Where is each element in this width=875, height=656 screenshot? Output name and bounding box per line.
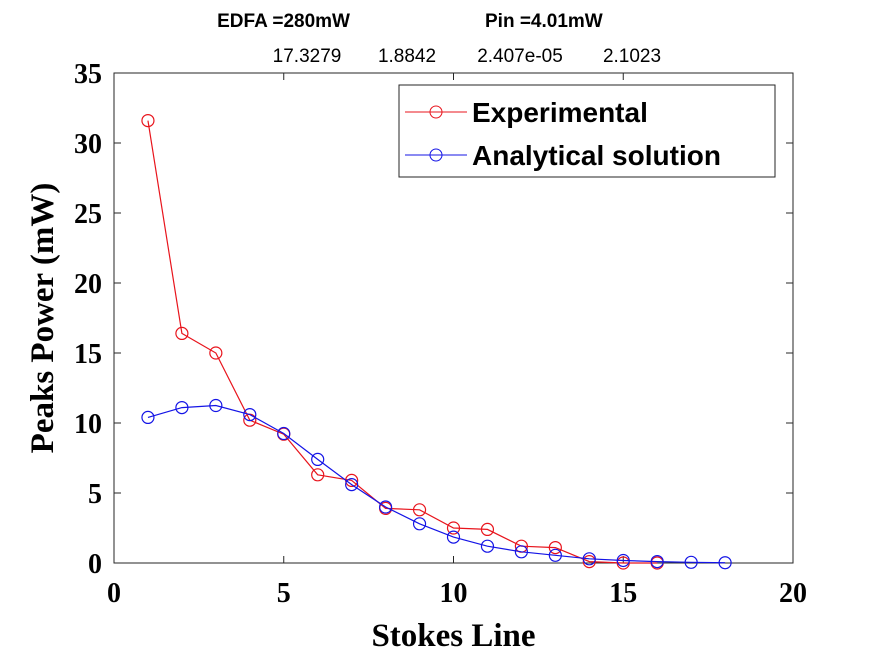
y-axis-label: Peaks Power (mW) bbox=[25, 183, 61, 454]
data-point-experimental bbox=[141, 113, 155, 128]
data-point-analytical-solution bbox=[243, 408, 257, 422]
data-point-analytical-solution bbox=[446, 530, 461, 544]
data-point-analytical-solution bbox=[650, 554, 664, 569]
chart-title-pin: Pin =4.01mW bbox=[485, 11, 603, 32]
y-tick-label: 0 bbox=[88, 549, 102, 580]
series-line-experimental bbox=[147, 120, 658, 564]
y-tick-label: 30 bbox=[74, 129, 102, 160]
data-point-analytical-solution bbox=[345, 478, 359, 492]
data-point-analytical-solution bbox=[311, 452, 325, 466]
data-point-analytical-solution bbox=[175, 401, 189, 415]
y-tick-label: 15 bbox=[74, 339, 102, 370]
y-tick-label: 10 bbox=[74, 409, 102, 440]
legend-marker-experimental bbox=[429, 105, 443, 119]
x-tick-label: 0 bbox=[107, 578, 121, 609]
subtitle-value-3: 2.407e-05 bbox=[477, 46, 563, 67]
data-point-analytical-solution bbox=[412, 517, 427, 531]
data-point-analytical-solution bbox=[209, 398, 223, 413]
data-point-experimental bbox=[480, 522, 495, 537]
y-tick-label: 25 bbox=[74, 199, 102, 230]
data-point-analytical-solution bbox=[548, 548, 562, 562]
y-tick-label: 20 bbox=[74, 269, 102, 300]
data-point-experimental bbox=[446, 521, 461, 535]
legend-label-analytical: Analytical solution bbox=[472, 140, 721, 171]
legend-box bbox=[398, 84, 776, 178]
data-point-analytical-solution bbox=[514, 545, 529, 559]
data-point-analytical-solution bbox=[616, 553, 630, 568]
data-point-analytical-solution bbox=[480, 539, 495, 553]
subtitle-value-4: 2.1023 bbox=[603, 46, 661, 67]
data-point-experimental bbox=[582, 554, 596, 569]
subtitle-value-2: 1.8842 bbox=[378, 46, 436, 67]
y-tick-label: 35 bbox=[74, 59, 102, 90]
data-point-analytical-solution bbox=[684, 555, 698, 569]
data-point-analytical-solution bbox=[582, 552, 596, 566]
data-point-experimental bbox=[311, 468, 325, 482]
data-point-experimental bbox=[548, 540, 562, 555]
x-tick-label: 5 bbox=[277, 578, 291, 609]
data-point-experimental bbox=[175, 326, 189, 340]
x-tick-label: 10 bbox=[440, 578, 468, 609]
data-point-analytical-solution bbox=[141, 410, 155, 424]
chart-title-edfa: EDFA =280mW bbox=[217, 11, 350, 32]
legend-label-experimental: Experimental bbox=[472, 97, 648, 128]
legend: Experimental Analytical solution bbox=[398, 84, 776, 178]
data-point-analytical-solution bbox=[718, 556, 732, 570]
data-point-experimental bbox=[412, 503, 427, 517]
x-axis-label: Stokes Line bbox=[371, 618, 535, 654]
legend-marker-analytical bbox=[429, 148, 443, 162]
x-tick-label: 15 bbox=[609, 578, 637, 609]
subtitle-value-1: 17.3279 bbox=[273, 46, 342, 67]
series-layer bbox=[141, 113, 732, 570]
y-tick-label: 5 bbox=[88, 479, 102, 510]
x-tick-label: 20 bbox=[779, 578, 807, 609]
data-point-analytical-solution bbox=[277, 426, 291, 441]
axis-ticks: 0 5 10 15 20 0 5 10 15 20 25 30 35 bbox=[74, 59, 807, 609]
data-point-experimental bbox=[209, 346, 223, 360]
data-point-analytical-solution bbox=[379, 500, 393, 514]
